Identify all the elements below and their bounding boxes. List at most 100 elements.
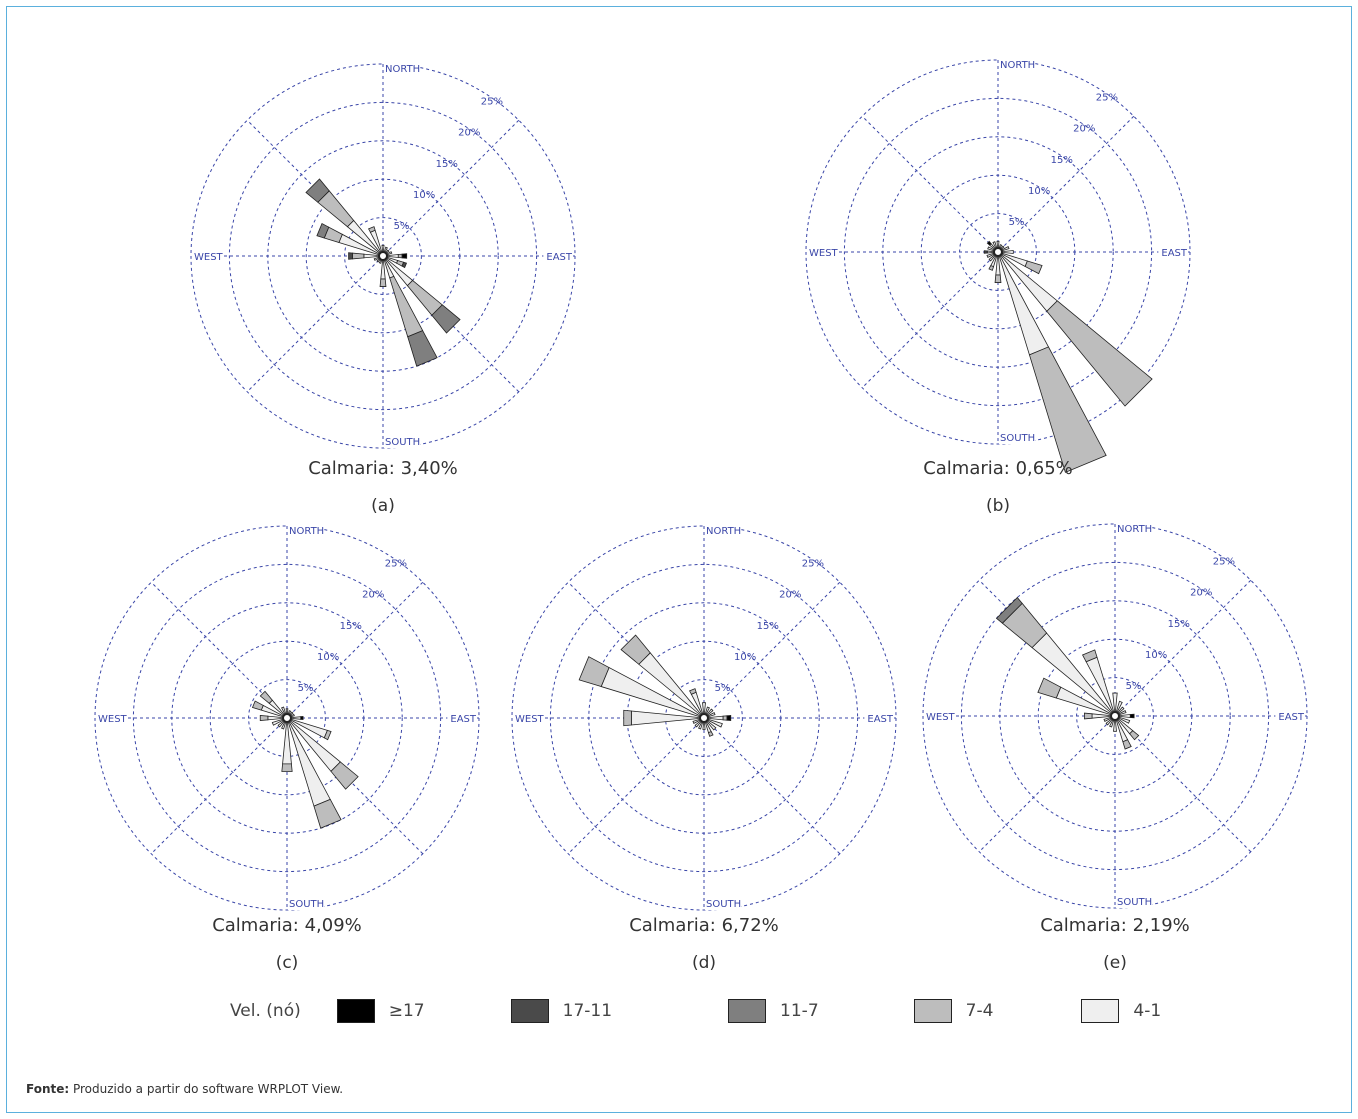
petal-112.5-band-7-4 (1024, 260, 1043, 275)
direction-label-east: EAST (546, 252, 573, 263)
petal-157.5-band-11-7 (407, 330, 438, 367)
petal-90-band-ge17 (401, 253, 408, 259)
petal-292.5-band-7-4 (251, 700, 264, 711)
petal-135-band-7-4 (1046, 300, 1153, 407)
petal-202.5-band-7-4 (988, 265, 994, 271)
ring-label: 15% (757, 621, 779, 632)
direction-label-south: SOUTH (1117, 897, 1152, 908)
petal-270-band-7-4 (1084, 712, 1093, 720)
ring-label: 20% (362, 590, 384, 601)
petal-135-band-7-4 (330, 761, 359, 790)
petal-180-band-7-4 (281, 763, 293, 772)
petal-292.5-band-7-4 (1037, 677, 1062, 699)
direction-label-north-bg (384, 63, 420, 75)
petal-337.5-band-7-4 (368, 226, 376, 233)
direction-label-west-bg (193, 251, 223, 263)
petal-0-band-4-1 (702, 702, 706, 719)
panel-label: (d) (692, 953, 716, 973)
direction-label-east-bg (1158, 247, 1188, 259)
direction-label-south: SOUTH (706, 899, 741, 910)
petal-337.5-band-7-4 (1081, 649, 1098, 663)
direction-label-south-bg (288, 898, 324, 910)
ring-label: 20% (779, 590, 801, 601)
petal-270-band-17-11 (348, 252, 353, 260)
direction-label-west-bg (925, 711, 955, 723)
direction-label-east: EAST (1161, 248, 1188, 259)
ring-label: 10% (317, 652, 339, 663)
direction-label-south-bg (999, 432, 1035, 444)
legend-swatch-7-4 (913, 999, 952, 1023)
petal-157.5-band-7-4 (313, 798, 342, 829)
ring-label: 25% (385, 559, 407, 570)
direction-label-west: WEST (98, 714, 128, 725)
source-note-label: Fonte: (26, 1082, 70, 1096)
ring-label: 15% (1051, 155, 1073, 166)
direction-label-west: WEST (515, 714, 545, 725)
petal-292.5-band-7-4 (578, 656, 610, 688)
ring-label: 25% (481, 97, 503, 108)
direction-label-south-bg (1116, 896, 1152, 908)
direction-label-west: WEST (926, 712, 956, 723)
petal-315-band-11-7 (995, 596, 1023, 624)
legend-item-11-7: 11-7 (728, 999, 819, 1023)
petal-112.5-band-7-4 (323, 729, 332, 741)
calm-circle (1110, 711, 1120, 721)
direction-label-west-bg (514, 713, 544, 725)
direction-label-east-bg (543, 251, 573, 263)
calm-circle (699, 713, 709, 723)
windrose-panel--e-: 5% 10% 15% 20% 25% NORTH EAST SOUTH WEST Calmaria… (922, 523, 1308, 973)
petal-135-band-7-4 (1129, 730, 1140, 741)
direction-label-north-bg (1116, 523, 1152, 535)
source-note-text: Produzido a partir do software WRPLOT Vi… (69, 1082, 344, 1096)
direction-label-north: NORTH (706, 526, 741, 537)
direction-label-west-bg (808, 247, 838, 259)
petal-157.5-band-7-4 (708, 731, 714, 737)
legend-swatch-ge17 (336, 999, 375, 1023)
petal-157.5-band-7-4 (1028, 346, 1107, 473)
petal-180-band-4-1 (1113, 715, 1117, 732)
ring-label: 25% (1213, 557, 1235, 568)
petal-270-band-7-4 (352, 252, 365, 260)
legend-label-4-1: 4-1 (1133, 1001, 1162, 1021)
figure-frame (6, 6, 1352, 1113)
petal-90-band-ge17 (300, 716, 304, 720)
direction-label-west: WEST (194, 252, 224, 263)
direction-label-north: NORTH (289, 526, 324, 537)
calm-caption: Calmaria: 2,19% (1040, 915, 1190, 936)
ring-label: 15% (340, 621, 362, 632)
ring-label: 5% (394, 221, 410, 232)
direction-label-north-bg (705, 525, 741, 537)
panel-label: (b) (986, 496, 1010, 516)
calm-circle (993, 247, 1003, 257)
petal-0-band-4-1 (1112, 692, 1118, 717)
ring-label: 5% (1126, 681, 1142, 692)
source-note: Fonte: Produzido a partir do software WR… (26, 1082, 343, 1096)
ring-label: 20% (1190, 588, 1212, 599)
petal-90-band-ge17 (726, 714, 732, 722)
direction-label-east: EAST (450, 714, 477, 725)
direction-label-south-bg (384, 436, 420, 448)
panel-label: (c) (276, 953, 299, 973)
direction-label-north: NORTH (1117, 524, 1152, 535)
petal-180-band-7-4 (994, 274, 1002, 283)
calm-circle (378, 251, 388, 261)
panel-label: (e) (1103, 953, 1127, 973)
windrose-panel--c-: 5% 10% 15% 20% 25% NORTH EAST SOUTH WEST Calmaria… (94, 525, 480, 973)
direction-label-west: WEST (809, 248, 839, 259)
ring-label: 10% (413, 190, 435, 201)
direction-label-east-bg (1275, 711, 1305, 723)
petal-315-band-11-7 (305, 178, 330, 203)
petal-337.5-band-7-4 (689, 688, 697, 695)
calm-caption: Calmaria: 0,65% (923, 458, 1073, 479)
direction-label-south: SOUTH (385, 437, 420, 448)
direction-label-north-bg (288, 525, 324, 537)
calm-circle (282, 713, 292, 723)
petal-90-band-7-4 (397, 253, 403, 259)
ring-label: 20% (458, 128, 480, 139)
direction-label-north: NORTH (1000, 60, 1035, 71)
legend-label-11-7: 11-7 (780, 1001, 819, 1021)
legend-item-17-11: 17-11 (510, 999, 612, 1023)
ring-label: 25% (802, 559, 824, 570)
petal-270-band-17-11 (983, 250, 988, 254)
ring-label: 5% (715, 683, 731, 694)
